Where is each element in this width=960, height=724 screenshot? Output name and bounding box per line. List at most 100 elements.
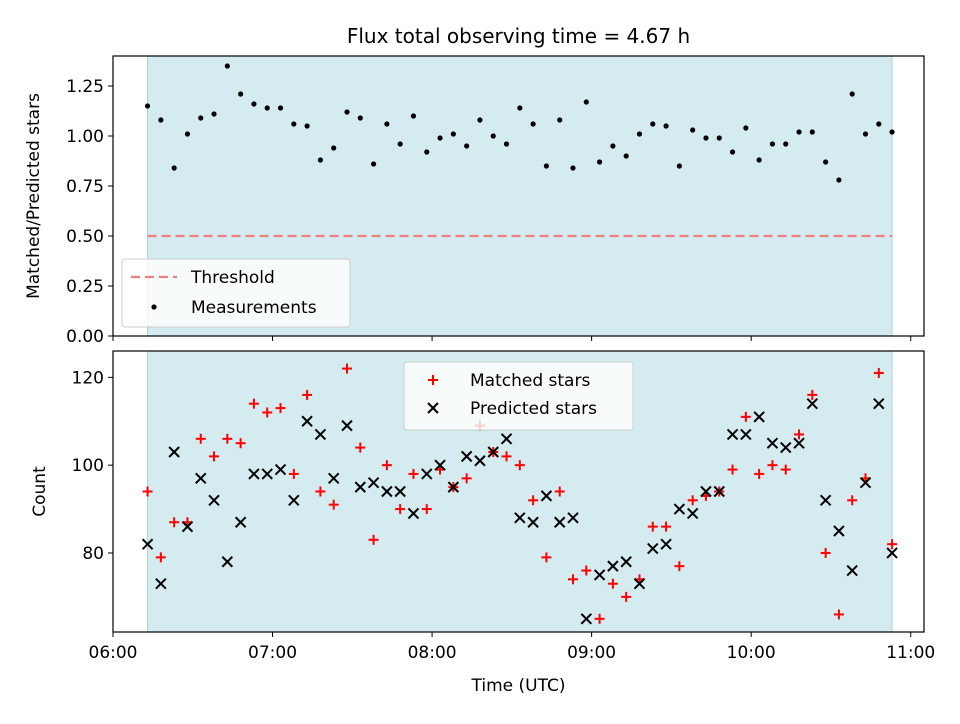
predicted-star-point (367, 477, 380, 489)
measurement-point (636, 131, 643, 137)
matched-star-point (621, 591, 632, 602)
bottom-x-tick-label: 07:00 (248, 643, 297, 663)
measurement-point (264, 105, 270, 111)
predicted-star-point (753, 411, 765, 423)
chart-title: Flux total observing time = 4.67 h (347, 24, 690, 48)
top-y-tick-label: 1.00 (66, 127, 104, 147)
predicted-star-point (833, 525, 845, 537)
predicted-star-point (314, 428, 327, 441)
x-axis-label: Time (UTC) (471, 676, 566, 696)
legend-measurements-swatch (151, 304, 157, 310)
measurement-point (716, 135, 722, 141)
matched-star-point (661, 521, 672, 532)
matched-star-point (328, 499, 339, 510)
matched-star-point (674, 561, 685, 572)
top-y-tick-label: 0.75 (66, 177, 104, 197)
predicted-star-point (474, 455, 486, 467)
measurement-point (663, 123, 669, 129)
predicted-star-point (607, 560, 619, 572)
bottom-y-ticks: 80 100 120 (72, 368, 113, 564)
matched-star-point (820, 547, 831, 558)
matched-star-point (647, 521, 658, 532)
predicted-star-point (540, 490, 553, 502)
matched-star-point (727, 464, 738, 475)
matched-star-point (421, 504, 432, 515)
matched-star-point (847, 495, 858, 506)
matched-star-point (395, 504, 406, 515)
predicted-star-point (886, 547, 898, 559)
matched-star-point (501, 451, 512, 462)
predicted-star-point (620, 556, 632, 568)
predicted-star-point (593, 569, 606, 581)
predicted-star-point (261, 468, 273, 480)
legend-matched-swatch (428, 375, 438, 385)
measurement-point (304, 123, 310, 129)
measurement-point (650, 121, 656, 127)
measurement-point (464, 143, 470, 149)
matched-star-point (528, 495, 539, 506)
predicted-star-point (181, 520, 194, 533)
matched-star-point (209, 451, 220, 462)
measurement-point (570, 165, 576, 171)
predicted-star-point (633, 577, 646, 590)
matched-star-point (302, 389, 313, 400)
measurement-point (184, 131, 191, 137)
measurement-point (251, 101, 257, 107)
predicted-star-point (673, 503, 686, 515)
measurement-point (756, 157, 762, 163)
predicted-star-point (288, 494, 300, 506)
predicted-star-point (407, 507, 420, 520)
bottom-x-tick-label: 09:00 (567, 643, 616, 663)
legend-predicted-swatch (427, 402, 439, 414)
bottom-legend-box (403, 361, 634, 431)
top-y-tick-label: 0.00 (66, 327, 104, 347)
measurement-point (344, 109, 350, 115)
top-y-tick-label: 1.25 (66, 77, 104, 97)
top-x-ticks (112, 336, 912, 341)
predicted-star-point (713, 485, 725, 498)
matched-star-point (461, 473, 472, 484)
measurement-point (224, 63, 230, 69)
predicted-star-point (514, 512, 526, 524)
bottom-y-axis-label: Count (30, 466, 50, 517)
matched-star-point (607, 578, 618, 589)
measurement-point (171, 165, 177, 171)
measurement-point (424, 149, 430, 155)
predicted-star-point (740, 428, 752, 441)
matched-star-point (275, 403, 286, 414)
predicted-star-point (660, 538, 672, 550)
top-y-tick-label: 0.50 (66, 227, 104, 247)
predicted-star-point (221, 556, 234, 568)
measurement-point (331, 145, 337, 151)
top-y-axis-label: Matched/Predicted stars (24, 93, 44, 299)
measurement-point (769, 141, 776, 147)
predicted-star-point (873, 397, 885, 410)
measurement-point (477, 117, 483, 123)
predicted-star-point (567, 512, 579, 524)
predicted-star-point (766, 437, 779, 449)
bottom-y-tick-label: 100 (72, 456, 104, 476)
predicted-star-point (434, 459, 446, 471)
matched-star-point (315, 486, 326, 497)
measurement-point (623, 153, 629, 159)
predicted-star-point (394, 485, 406, 498)
predicted-star-point (381, 485, 393, 498)
predicted-star-point (447, 481, 460, 493)
measurement-point (384, 121, 390, 127)
bottom-y-tick-label: 80 (82, 544, 104, 564)
matched-star-point (341, 363, 352, 374)
measurement-point (823, 159, 829, 165)
predicted-star-point (460, 450, 473, 463)
measurement-point (836, 177, 842, 183)
matched-star-point (568, 574, 579, 585)
predicted-star-point (354, 481, 366, 493)
measurement-point (370, 161, 377, 167)
matched-star-point (235, 438, 246, 449)
measurement-point (783, 141, 789, 147)
measurement-point (690, 127, 696, 133)
measurement-point (437, 135, 443, 141)
matched-star-point (514, 460, 525, 471)
predicted-star-point (806, 397, 819, 410)
matched-star-point (594, 613, 605, 624)
